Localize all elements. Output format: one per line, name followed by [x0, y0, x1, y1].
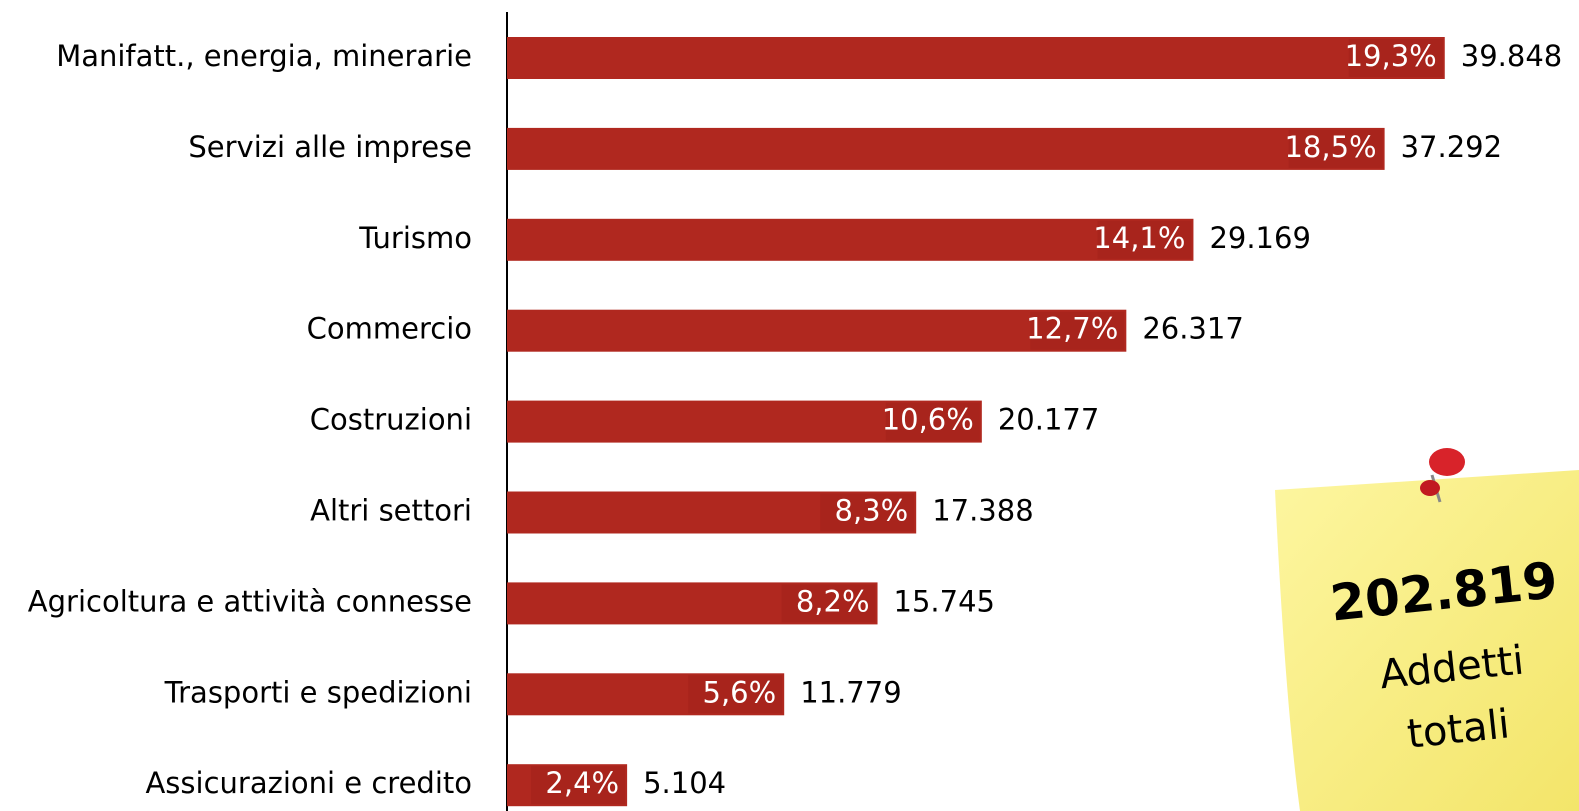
- pin-body: [1420, 480, 1440, 496]
- bar: [507, 37, 1445, 79]
- share-label: 18,5%: [1284, 130, 1376, 164]
- category-label: Altri settori: [310, 494, 472, 528]
- share-label: 12,7%: [1026, 312, 1118, 346]
- share-label: 19,3%: [1345, 39, 1437, 73]
- value-label: 26.317: [1142, 312, 1243, 346]
- value-label: 11.779: [800, 675, 901, 709]
- share-label: 8,3%: [835, 494, 909, 528]
- category-label: Turismo: [358, 221, 472, 255]
- category-label: Commercio: [307, 312, 472, 346]
- share-label: 8,2%: [796, 584, 870, 618]
- share-label: 10,6%: [882, 403, 974, 437]
- category-label: Costruzioni: [310, 403, 472, 437]
- chart: Manifatt., energia, minerarie 19,3% 39.848…: [0, 0, 1579, 811]
- share-label: 14,1%: [1093, 221, 1185, 255]
- category-label: Assicurazioni e credito: [145, 766, 472, 800]
- value-label: 5.104: [643, 766, 726, 800]
- value-label: 39.848: [1461, 39, 1562, 73]
- value-label: 20.177: [998, 403, 1099, 437]
- bar: [507, 128, 1385, 170]
- category-label: Agricoltura e attività connesse: [28, 584, 472, 618]
- category-label: Servizi alle imprese: [188, 130, 472, 164]
- category-label: Trasporti e spedizioni: [164, 675, 472, 709]
- bar: [507, 219, 1193, 261]
- share-label: 2,4%: [545, 766, 619, 800]
- note-paper: [1275, 470, 1579, 811]
- value-label: 17.388: [932, 494, 1033, 528]
- pin-head: [1429, 448, 1465, 476]
- value-label: 37.292: [1401, 130, 1502, 164]
- value-label: 15.745: [894, 584, 995, 618]
- sticky-note: [1275, 448, 1579, 811]
- share-label: 5,6%: [703, 675, 777, 709]
- category-label: Manifatt., energia, minerarie: [56, 39, 472, 73]
- value-label: 29.169: [1209, 221, 1310, 255]
